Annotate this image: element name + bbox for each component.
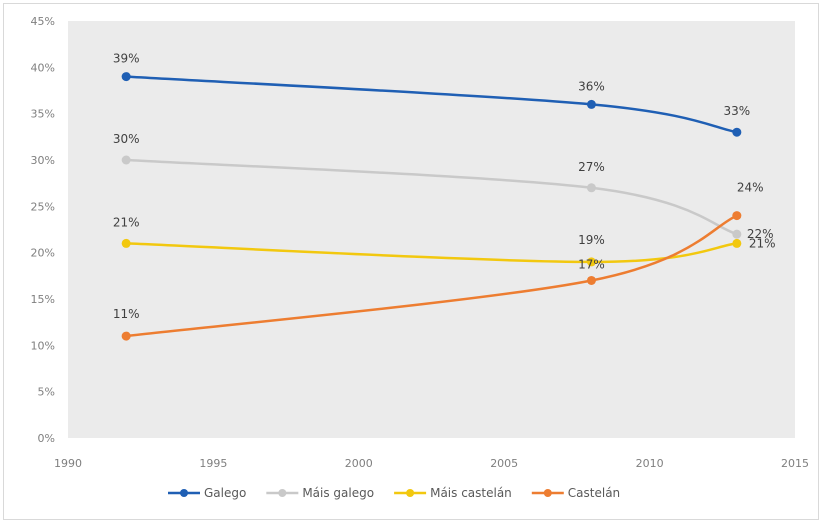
y-tick-label: 40% [31,61,55,74]
data-label: 17% [578,257,605,271]
y-tick-label: 5% [38,386,55,399]
data-label: 22% [747,227,774,241]
data-label: 30% [113,132,140,146]
data-point [732,211,742,221]
data-label: 21% [113,215,140,229]
plot-area [68,21,795,438]
legend: Galego Máis galego Máis castelán Castelán [168,486,620,500]
x-tick-label: 2000 [345,457,373,470]
y-tick-label: 45% [31,15,55,28]
y-tick-label: 35% [31,108,55,121]
legend-marker [180,489,188,497]
data-point [586,183,596,193]
x-axis-ticks: 1990 1995 2000 2005 2010 2015 [54,457,809,470]
data-point [121,155,131,165]
series-points [121,72,742,341]
legend-label: Galego [204,486,246,500]
legend-marker [278,489,287,497]
x-tick-label: 1990 [54,457,82,470]
y-tick-label: 10% [31,339,55,352]
data-label: 11% [113,307,140,321]
data-label: 27% [578,160,605,174]
y-tick-label: 0% [38,432,55,445]
series-line [126,75,738,134]
data-label: 33% [724,104,751,118]
y-tick-label: 25% [31,200,55,213]
data-point [121,72,131,82]
data-point [732,238,742,248]
x-tick-label: 2015 [781,457,809,470]
data-point [121,331,131,341]
data-label: 39% [113,52,140,66]
data-point [732,229,742,239]
x-tick-label: 1995 [199,457,227,470]
data-label: 24% [737,181,764,195]
legend-label: Máis castelán [430,486,512,500]
x-tick-label: 2005 [490,457,518,470]
y-tick-label: 15% [31,293,55,306]
y-tick-label: 20% [31,247,55,260]
data-label: 19% [578,233,605,247]
y-tick-label: 30% [31,154,55,167]
legend-marker [543,489,552,497]
series-line [126,242,737,264]
legend-item: Galego [168,486,246,500]
data-point [586,99,596,109]
data-labels: 39%36%33%30%27%22%21%19% 21%11%17%24% [113,52,776,321]
series-line [126,158,738,236]
legend-item: Máis galego [266,486,374,500]
x-tick-label: 2010 [636,457,664,470]
legend-item: Máis castelán [394,486,512,500]
legend-label: Máis galego [302,486,374,500]
data-label: 21% [749,236,776,250]
data-point [121,238,131,248]
data-point [586,275,596,285]
data-point [732,127,742,137]
series-line [126,214,738,338]
legend-item: Castelán [531,486,620,500]
series-lines [126,75,738,338]
data-label: 36% [578,79,605,93]
y-axis-ticks: 0% 5% 10% 15% 20% 25% 30% 35% 40% 45% [31,15,55,445]
data-point [586,257,596,267]
legend-label: Castelán [568,486,620,500]
legend-marker [406,489,415,497]
